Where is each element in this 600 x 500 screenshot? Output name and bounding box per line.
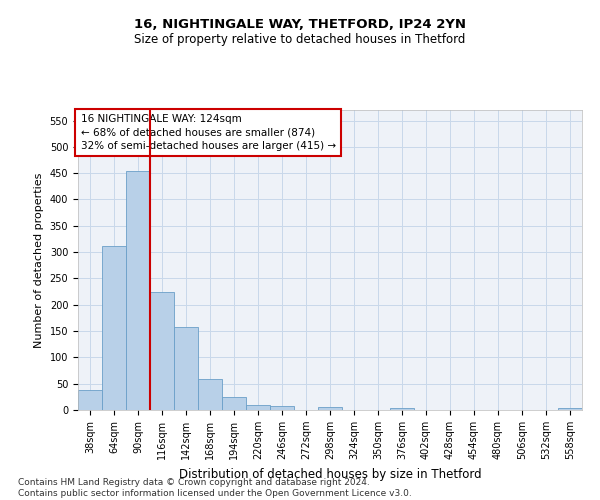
Bar — [126, 170, 150, 410]
Bar — [222, 397, 246, 410]
Text: Contains HM Land Registry data © Crown copyright and database right 2024.
Contai: Contains HM Land Registry data © Crown c… — [18, 478, 412, 498]
Text: 16 NIGHTINGALE WAY: 124sqm
← 68% of detached houses are smaller (874)
32% of sem: 16 NIGHTINGALE WAY: 124sqm ← 68% of deta… — [80, 114, 335, 151]
Bar — [246, 404, 270, 410]
Bar — [150, 292, 174, 410]
Bar — [270, 406, 294, 410]
Bar — [318, 408, 342, 410]
Bar — [78, 390, 102, 410]
Bar — [174, 327, 198, 410]
X-axis label: Distribution of detached houses by size in Thetford: Distribution of detached houses by size … — [179, 468, 481, 480]
Bar — [198, 380, 222, 410]
Text: Size of property relative to detached houses in Thetford: Size of property relative to detached ho… — [134, 32, 466, 46]
Bar — [390, 408, 414, 410]
Text: 16, NIGHTINGALE WAY, THETFORD, IP24 2YN: 16, NIGHTINGALE WAY, THETFORD, IP24 2YN — [134, 18, 466, 30]
Y-axis label: Number of detached properties: Number of detached properties — [34, 172, 44, 348]
Bar — [102, 246, 126, 410]
Bar — [558, 408, 582, 410]
